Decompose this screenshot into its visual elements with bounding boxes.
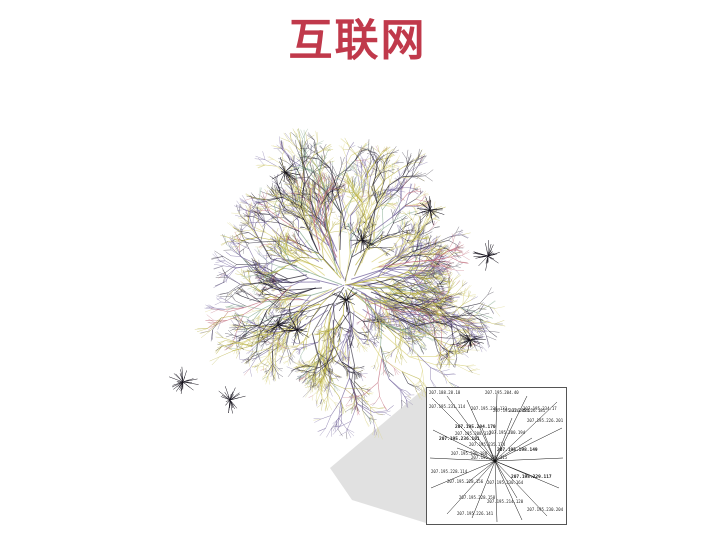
inset-ip-label: 207.195.204.170 [455,425,496,430]
inset-ip-label: 207.195.230.115 [471,455,508,460]
inset-ip-label: 207.195.198.149 [497,448,538,453]
inset-ip-label: 207.195.230.164 [487,480,524,485]
inset-ip-label: 207.195.204.40 [485,390,519,395]
inset-ip-label: 207.195.228.156 [447,479,484,484]
inset-ip-label: 207.195.208.132 [455,431,492,436]
zoom-inset-panel: 207.188.28.18 207.195.204.40 207.195.231.1… [426,387,567,525]
inset-ip-label: 207.195.234.17 [523,406,557,411]
network-edges [169,128,506,440]
inset-ip-label: 207.195.226.181 [509,408,546,413]
inset-ip-label: 207.195.236.101 [439,437,480,442]
inset-shadow [330,387,426,523]
inset-ip-label: 207.195.230.204 [527,507,564,512]
inset-ip-label: 207.195.235.174 [469,442,506,447]
inset-ip-label: 207.195.231.114 [429,404,466,409]
inset-ip-label: 207.195.228.158 [459,495,496,500]
inset-ip-label: 207.195.226.141 [457,511,494,516]
inset-ip-label: 207.195.214.120 [487,499,524,504]
inset-ip-label: 207.195.236.133 [471,406,508,411]
inset-ip-label: 207.195.226.201 [527,418,564,423]
page-title: 互联网 [288,15,427,66]
inset-ip-label: 207.195.229.117 [511,475,552,480]
inset-ip-label: 207.188.28.18 [429,390,461,395]
inset-ip-label: 207.195.200.194 [489,430,526,435]
inset-ip-label: 207.195.228.114 [431,469,468,474]
inset-hub-node [493,459,497,463]
inset-ip-label: 207.195.226.184 [493,408,530,413]
inset-ip-label: 207.195.236.186 [451,451,488,456]
inset-network-graph [429,393,564,523]
